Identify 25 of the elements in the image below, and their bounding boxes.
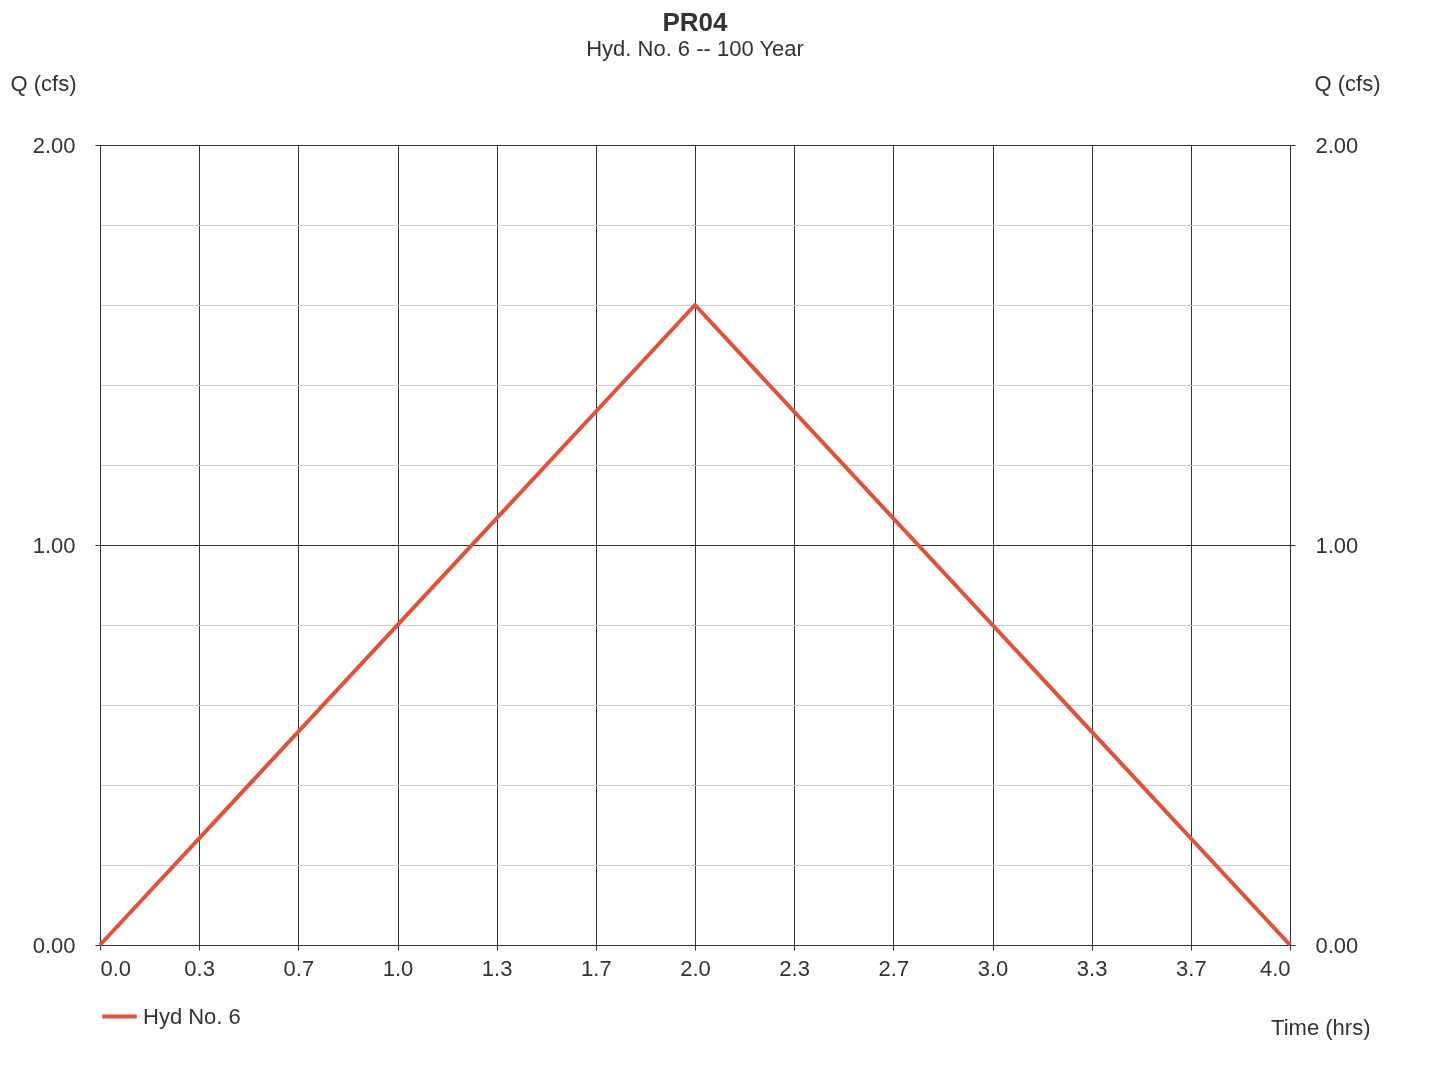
x-tick-label: 0.7 xyxy=(283,955,315,981)
x-tick-label: 1.7 xyxy=(581,955,612,981)
chart-subtitle: Hyd. No. 6 -- 100 Year xyxy=(586,36,804,61)
x-tick-label: 1.0 xyxy=(382,955,414,981)
x-tick-label: 0.3 xyxy=(184,955,215,981)
y-tick-label: 0.00 xyxy=(32,932,76,958)
y2-tick-label: 1.00 xyxy=(1315,532,1359,558)
x-tick-label: 3.3 xyxy=(1076,955,1108,981)
y2-axis-title: Q (cfs) xyxy=(1314,70,1381,96)
x-axis-title: Time (hrs) xyxy=(1271,1014,1371,1040)
x-tick-label: 3.0 xyxy=(977,955,1009,981)
y2-tick-label: 0.00 xyxy=(1315,932,1359,958)
x-tick-label: 2.0 xyxy=(680,955,711,981)
x-tick-label: 1.3 xyxy=(481,955,513,981)
chart-title: PR04 xyxy=(662,7,729,37)
legend-label: Hyd No. 6 xyxy=(143,1003,241,1029)
x-tick-label: 2.7 xyxy=(878,955,910,981)
x-tick-label: 2.3 xyxy=(779,955,810,981)
y2-tick-label: 2.00 xyxy=(1315,132,1359,158)
x-tick-label: 4.0 xyxy=(1259,955,1291,981)
x-tick-label: 3.7 xyxy=(1176,955,1207,981)
y-axis-title: Q (cfs) xyxy=(10,70,77,96)
y-tick-label: 2.00 xyxy=(32,132,76,158)
y-tick-label: 1.00 xyxy=(32,532,76,558)
x-tick-label: 0.0 xyxy=(100,955,132,981)
